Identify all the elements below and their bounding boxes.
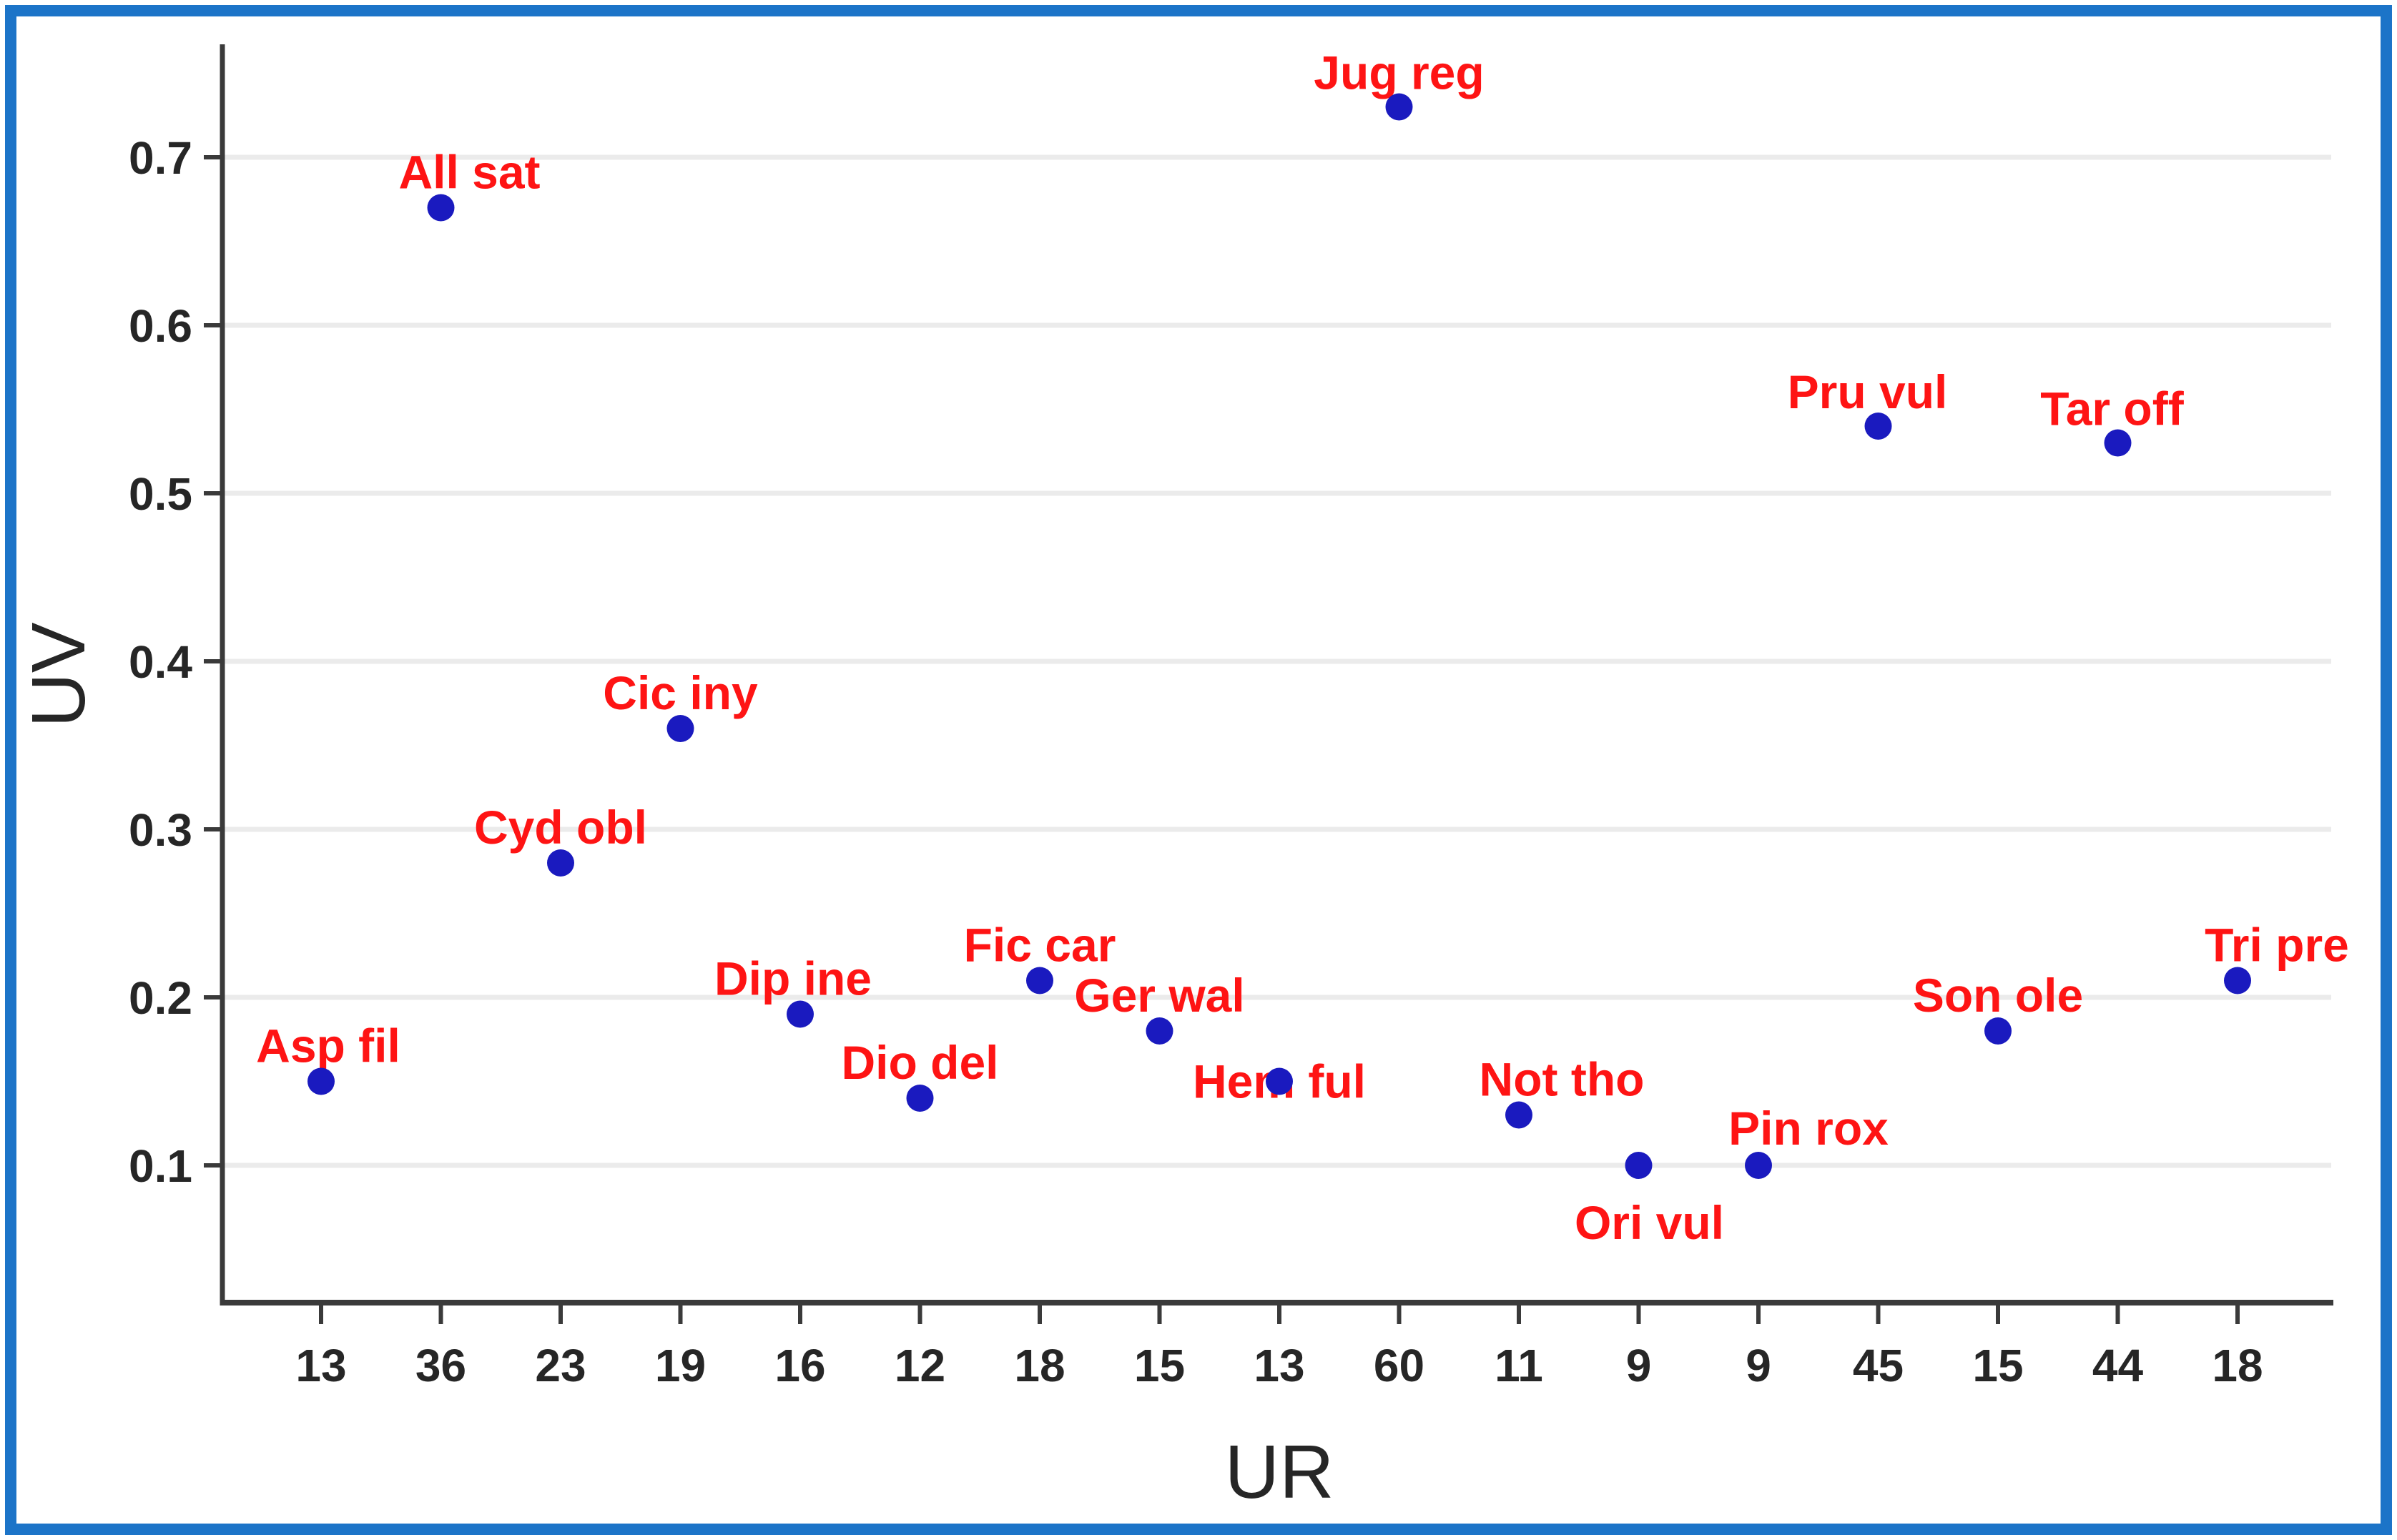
y-tick-label: 0.3 bbox=[129, 804, 192, 856]
point-label: Cyd obl bbox=[474, 801, 647, 854]
data-points-layer bbox=[307, 93, 2251, 1179]
data-point-marker bbox=[307, 1067, 335, 1095]
data-point-marker bbox=[1266, 1067, 1293, 1095]
data-point-marker bbox=[1864, 413, 1892, 440]
x-tick-label: 19 bbox=[655, 1340, 706, 1391]
x-tick-label: 12 bbox=[895, 1340, 945, 1391]
point-label: Dio del bbox=[841, 1036, 998, 1089]
point-label: Tri pre bbox=[2205, 919, 2349, 972]
x-tick-label: 15 bbox=[1972, 1340, 2023, 1391]
point-label: Ori vul bbox=[1575, 1196, 1724, 1249]
data-point-marker bbox=[1385, 93, 1413, 121]
x-tick-label: 16 bbox=[774, 1340, 825, 1391]
data-point-marker bbox=[2224, 967, 2251, 994]
x-tick-label: 13 bbox=[295, 1340, 346, 1391]
data-point-marker bbox=[2104, 429, 2132, 457]
y-tick-label: 0.4 bbox=[129, 636, 192, 688]
point-label: Pin rox bbox=[1728, 1102, 1889, 1155]
point-label: Fic car bbox=[964, 919, 1116, 972]
x-tick-label: 36 bbox=[415, 1340, 466, 1391]
data-point-marker bbox=[1505, 1101, 1532, 1129]
data-point-marker bbox=[1026, 967, 1053, 994]
point-label: Dip ine bbox=[714, 952, 872, 1005]
data-point-marker bbox=[1984, 1017, 2012, 1045]
point-label: Pru vul bbox=[1788, 365, 1948, 418]
y-axis-title: UV bbox=[16, 622, 101, 728]
x-tick-label: 23 bbox=[535, 1340, 586, 1391]
point-label: Tar off bbox=[2040, 382, 2184, 435]
point-label: Asp fil bbox=[256, 1020, 400, 1072]
x-tick-label: 9 bbox=[1746, 1340, 1771, 1391]
y-tick-label: 0.2 bbox=[129, 972, 192, 1024]
x-tick-label: 44 bbox=[2092, 1340, 2144, 1391]
point-label: Jug reg bbox=[1314, 46, 1484, 99]
x-tick-label: 18 bbox=[2212, 1340, 2263, 1391]
data-point-marker bbox=[1625, 1152, 1653, 1179]
x-tick-label: 60 bbox=[1374, 1340, 1424, 1391]
y-tick-label: 0.1 bbox=[129, 1140, 192, 1192]
x-tick-label: 9 bbox=[1626, 1340, 1652, 1391]
ticks-layer: 0.1 0.2 0.3 0.4 0.5 0.6 0.7 13 36 23 19 16 12 18 15 13 6… bbox=[129, 132, 2263, 1391]
point-labels-layer: Asp fil All sat Cyd obl Cic iny Dip ine Dio d… bbox=[256, 46, 2349, 1250]
y-tick-label: 0.5 bbox=[129, 468, 192, 520]
point-label: Ger wal bbox=[1074, 969, 1244, 1022]
x-tick-label: 13 bbox=[1254, 1340, 1304, 1391]
gridlines-layer bbox=[225, 154, 2331, 1168]
x-axis-title: UR bbox=[1224, 1430, 1334, 1514]
point-label: Not tho bbox=[1480, 1053, 1645, 1106]
point-label: Cic iny bbox=[603, 666, 758, 719]
data-point-marker bbox=[1745, 1152, 1772, 1179]
x-tick-label: 45 bbox=[1853, 1340, 1904, 1391]
x-tick-label: 11 bbox=[1495, 1340, 1543, 1391]
point-label: All sat bbox=[398, 146, 540, 199]
data-point-marker bbox=[666, 715, 694, 742]
data-point-marker bbox=[787, 1000, 814, 1028]
data-point-marker bbox=[547, 849, 574, 877]
x-tick-label: 15 bbox=[1134, 1340, 1185, 1391]
data-point-marker bbox=[906, 1085, 934, 1112]
data-point-marker bbox=[427, 194, 455, 222]
data-point-marker bbox=[1146, 1017, 1173, 1045]
point-label: Son ole bbox=[1913, 969, 2083, 1022]
y-tick-label: 0.7 bbox=[129, 132, 192, 184]
y-tick-label: 0.6 bbox=[129, 300, 192, 352]
axes-layer bbox=[220, 44, 2333, 1305]
x-tick-label: 18 bbox=[1014, 1340, 1065, 1391]
